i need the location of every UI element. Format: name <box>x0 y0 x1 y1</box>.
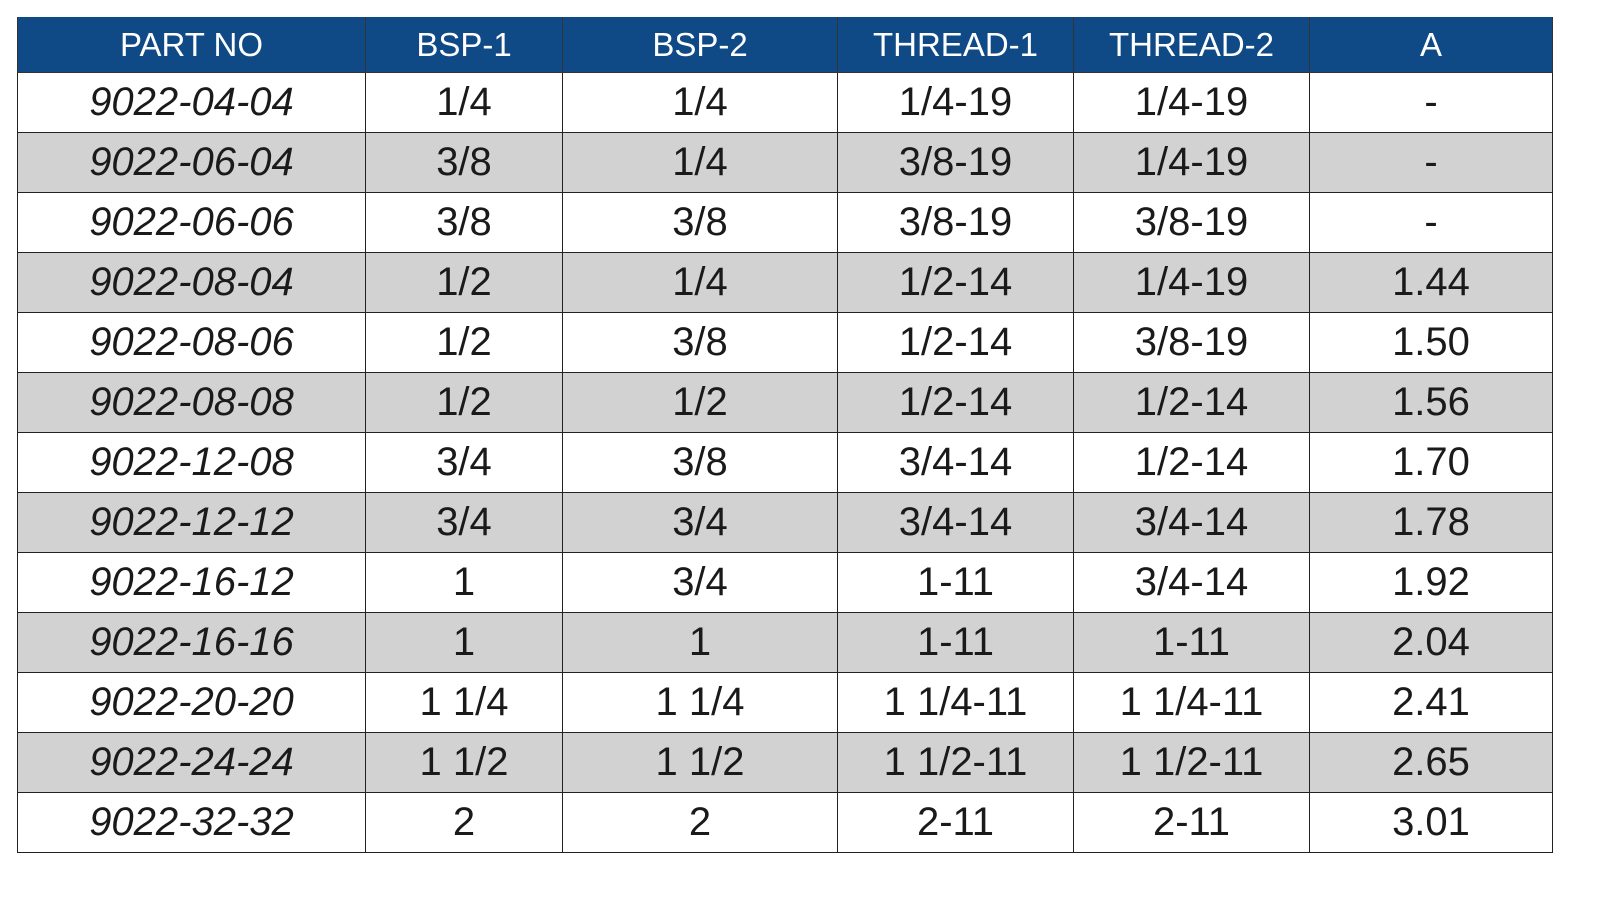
cell-thread-1: 3/4-14 <box>837 432 1074 493</box>
cell-a: 1.78 <box>1309 492 1553 553</box>
part-spec-table: PART NO BSP-1 BSP-2 THREAD-1 THREAD-2 A … <box>17 17 1553 853</box>
cell-a: 1.50 <box>1309 312 1553 373</box>
cell-part-no: 9022-16-12 <box>17 552 366 613</box>
cell-bsp-2: 1/2 <box>562 372 838 433</box>
cell-bsp-2: 3/8 <box>562 312 838 373</box>
cell-thread-1: 1-11 <box>837 552 1074 613</box>
cell-thread-2: 3/8-19 <box>1073 192 1310 253</box>
cell-bsp-1: 3/4 <box>365 432 563 493</box>
table-row: 9022-08-06 1/2 3/8 1/2-14 3/8-19 1.50 <box>17 312 1553 373</box>
cell-thread-2: 1/4-19 <box>1073 132 1310 193</box>
table-row: 9022-16-12 1 3/4 1-11 3/4-14 1.92 <box>17 552 1553 613</box>
table-row: 9022-12-12 3/4 3/4 3/4-14 3/4-14 1.78 <box>17 492 1553 553</box>
cell-thread-1: 1/4-19 <box>837 72 1074 133</box>
cell-thread-2: 1/2-14 <box>1073 372 1310 433</box>
cell-thread-1: 1-11 <box>837 612 1074 673</box>
cell-bsp-1: 2 <box>365 792 563 853</box>
header-bsp-1: BSP-1 <box>365 17 563 73</box>
header-thread-2: THREAD-2 <box>1073 17 1310 73</box>
cell-part-no: 9022-08-04 <box>17 252 366 313</box>
cell-bsp-2: 3/4 <box>562 552 838 613</box>
cell-bsp-1: 1 <box>365 612 563 673</box>
cell-thread-1: 1 1/4-11 <box>837 672 1074 733</box>
header-row: PART NO BSP-1 BSP-2 THREAD-1 THREAD-2 A <box>17 17 1553 73</box>
cell-thread-2: 3/4-14 <box>1073 552 1310 613</box>
cell-bsp-2: 3/8 <box>562 432 838 493</box>
cell-a: 2.65 <box>1309 732 1553 793</box>
cell-part-no: 9022-08-06 <box>17 312 366 373</box>
table-row: 9022-06-04 3/8 1/4 3/8-19 1/4-19- <box>17 132 1553 193</box>
header-a: A <box>1309 17 1553 73</box>
header-thread-1: THREAD-1 <box>837 17 1074 73</box>
cell-bsp-2: 2 <box>562 792 838 853</box>
cell-bsp-1: 3/4 <box>365 492 563 553</box>
cell-thread-1: 2-11 <box>837 792 1074 853</box>
cell-a: - <box>1309 132 1553 193</box>
cell-bsp-2: 1/4 <box>562 72 838 133</box>
cell-a: 1.70 <box>1309 432 1553 493</box>
cell-part-no: 9022-06-06 <box>17 192 366 253</box>
cell-thread-1: 3/8-19 <box>837 132 1074 193</box>
cell-a: 1.56 <box>1309 372 1553 433</box>
cell-thread-2: 1 1/4-11 <box>1073 672 1310 733</box>
cell-part-no: 9022-24-24 <box>17 732 366 793</box>
cell-part-no: 9022-08-08 <box>17 372 366 433</box>
table-row: 9022-32-32 2 2 2-11 2-11 3.01 <box>17 792 1553 853</box>
cell-thread-1: 1/2-14 <box>837 372 1074 433</box>
cell-a: 2.04 <box>1309 612 1553 673</box>
table-row: 9022-08-04 1/2 1/4 1/2-14 1/4-19 1.44 <box>17 252 1553 313</box>
cell-thread-1: 1/2-14 <box>837 312 1074 373</box>
cell-bsp-1: 1/2 <box>365 372 563 433</box>
cell-thread-2: 3/4-14 <box>1073 492 1310 553</box>
cell-a: 3.01 <box>1309 792 1553 853</box>
cell-bsp-1: 1 <box>365 552 563 613</box>
cell-bsp-1: 1 1/4 <box>365 672 563 733</box>
cell-bsp-1: 1/4 <box>365 72 563 133</box>
table-row: 9022-06-06 3/8 3/8 3/8-19 3/8-19- <box>17 192 1553 253</box>
cell-bsp-2: 1 1/4 <box>562 672 838 733</box>
cell-part-no: 9022-12-08 <box>17 432 366 493</box>
cell-thread-2: 1/4-19 <box>1073 72 1310 133</box>
cell-a: 1.44 <box>1309 252 1553 313</box>
cell-thread-2: 1/4-19 <box>1073 252 1310 313</box>
cell-part-no: 9022-20-20 <box>17 672 366 733</box>
cell-thread-2: 1/2-14 <box>1073 432 1310 493</box>
cell-thread-2: 2-11 <box>1073 792 1310 853</box>
cell-part-no: 9022-16-16 <box>17 612 366 673</box>
cell-thread-1: 3/4-14 <box>837 492 1074 553</box>
table-row: 9022-24-24 1 1/2 1 1/2 1 1/2-11 1 1/2-11 2.65 <box>17 732 1553 793</box>
cell-thread-1: 1 1/2-11 <box>837 732 1074 793</box>
cell-bsp-2: 1 <box>562 612 838 673</box>
cell-bsp-2: 3/4 <box>562 492 838 553</box>
cell-part-no: 9022-12-12 <box>17 492 366 553</box>
table-row: 9022-12-08 3/4 3/8 3/4-14 1/2-14 1.70 <box>17 432 1553 493</box>
header-part-no: PART NO <box>17 17 366 73</box>
cell-thread-2: 1-11 <box>1073 612 1310 673</box>
cell-bsp-1: 3/8 <box>365 192 563 253</box>
header-bsp-2: BSP-2 <box>562 17 838 73</box>
cell-part-no: 9022-04-04 <box>17 72 366 133</box>
cell-bsp-2: 1/4 <box>562 252 838 313</box>
cell-part-no: 9022-06-04 <box>17 132 366 193</box>
cell-bsp-1: 1/2 <box>365 312 563 373</box>
table-row: 9022-20-20 1 1/4 1 1/4 1 1/4-11 1 1/4-11 2.41 <box>17 672 1553 733</box>
cell-thread-1: 3/8-19 <box>837 192 1074 253</box>
cell-bsp-1: 3/8 <box>365 132 563 193</box>
cell-thread-2: 1 1/2-11 <box>1073 732 1310 793</box>
table-row: 9022-08-08 1/2 1/2 1/2-14 1/2-14 1.56 <box>17 372 1553 433</box>
cell-thread-1: 1/2-14 <box>837 252 1074 313</box>
cell-bsp-1: 1 1/2 <box>365 732 563 793</box>
cell-part-no: 9022-32-32 <box>17 792 366 853</box>
cell-bsp-2: 1 1/2 <box>562 732 838 793</box>
table-row: 9022-16-16 1 1 1-11 1-11 2.04 <box>17 612 1553 673</box>
cell-a: 2.41 <box>1309 672 1553 733</box>
cell-bsp-2: 1/4 <box>562 132 838 193</box>
cell-thread-2: 3/8-19 <box>1073 312 1310 373</box>
cell-bsp-2: 3/8 <box>562 192 838 253</box>
cell-a: - <box>1309 72 1553 133</box>
table-row: 9022-04-04 1/4 1/4 1/4-19 1/4-19- <box>17 72 1553 133</box>
cell-a: 1.92 <box>1309 552 1553 613</box>
cell-a: - <box>1309 192 1553 253</box>
cell-bsp-1: 1/2 <box>365 252 563 313</box>
